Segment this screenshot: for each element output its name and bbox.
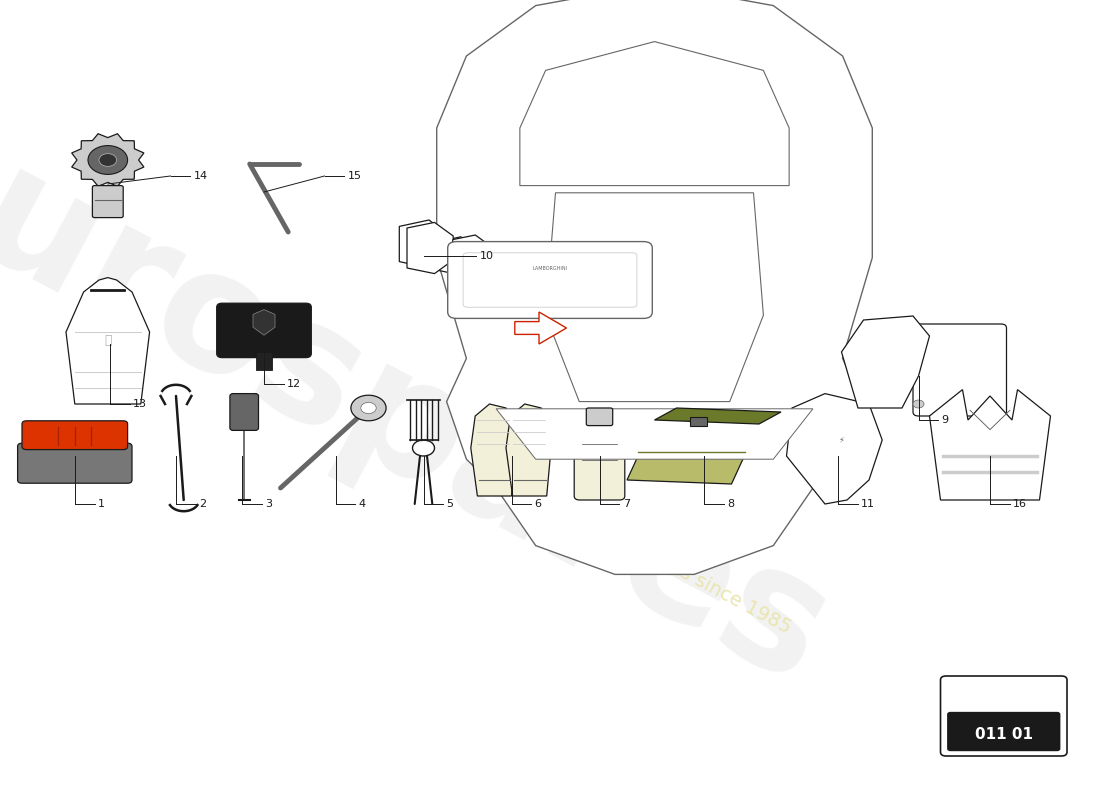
Polygon shape	[72, 134, 144, 186]
FancyBboxPatch shape	[230, 394, 258, 430]
Text: 12: 12	[287, 379, 301, 389]
Text: 6: 6	[535, 499, 541, 509]
FancyBboxPatch shape	[18, 443, 132, 483]
Text: 13: 13	[133, 399, 147, 409]
FancyBboxPatch shape	[217, 303, 311, 358]
Polygon shape	[471, 404, 517, 496]
Text: 4: 4	[359, 499, 365, 509]
Polygon shape	[66, 278, 150, 404]
Text: 🛡: 🛡	[104, 334, 111, 346]
Circle shape	[361, 402, 376, 414]
FancyBboxPatch shape	[22, 421, 128, 450]
Polygon shape	[520, 42, 789, 186]
Bar	[256, 352, 272, 370]
Polygon shape	[546, 193, 763, 402]
Text: 5: 5	[447, 499, 453, 509]
Text: eurospares: eurospares	[0, 81, 856, 719]
Text: ⚡: ⚡	[838, 435, 845, 445]
Text: 2: 2	[199, 499, 206, 509]
Circle shape	[412, 440, 434, 456]
Text: LAMBORGHINI: LAMBORGHINI	[532, 266, 568, 270]
Text: a passion for parts since 1985: a passion for parts since 1985	[526, 482, 794, 638]
Circle shape	[913, 400, 924, 408]
Polygon shape	[627, 420, 759, 484]
Polygon shape	[786, 394, 882, 504]
FancyBboxPatch shape	[448, 242, 652, 318]
Text: 1: 1	[98, 499, 104, 509]
FancyBboxPatch shape	[947, 712, 1060, 751]
FancyBboxPatch shape	[92, 186, 123, 218]
FancyBboxPatch shape	[913, 324, 1007, 416]
Polygon shape	[437, 0, 872, 574]
Polygon shape	[407, 222, 453, 274]
Text: 14: 14	[194, 171, 208, 181]
Text: 8: 8	[727, 499, 734, 509]
Polygon shape	[515, 312, 566, 344]
Polygon shape	[654, 408, 781, 424]
FancyBboxPatch shape	[940, 676, 1067, 756]
Text: 011 01: 011 01	[975, 727, 1033, 742]
Text: 11: 11	[861, 499, 876, 509]
Bar	[690, 417, 707, 426]
Text: 9: 9	[942, 415, 948, 425]
Circle shape	[88, 146, 128, 174]
Text: 16: 16	[1013, 499, 1027, 509]
Polygon shape	[437, 237, 476, 275]
Polygon shape	[253, 310, 275, 335]
Polygon shape	[842, 316, 930, 408]
FancyBboxPatch shape	[586, 408, 613, 426]
Circle shape	[99, 154, 117, 166]
Polygon shape	[506, 404, 552, 496]
Polygon shape	[930, 390, 1050, 500]
Text: 15: 15	[348, 171, 362, 181]
Polygon shape	[399, 220, 448, 268]
Text: 7: 7	[623, 499, 629, 509]
Polygon shape	[496, 409, 813, 459]
Text: 10: 10	[480, 251, 494, 261]
FancyBboxPatch shape	[574, 420, 625, 500]
Text: 3: 3	[265, 499, 272, 509]
Polygon shape	[453, 235, 491, 277]
Circle shape	[351, 395, 386, 421]
